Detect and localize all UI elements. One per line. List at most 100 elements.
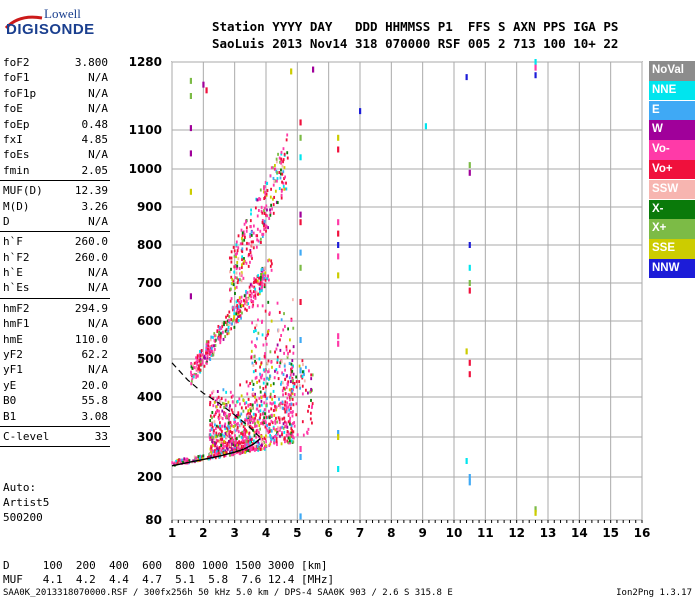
- echo-mark: [284, 324, 286, 328]
- echo-mark: [231, 453, 234, 457]
- echo-column-mark: [337, 466, 340, 472]
- echo-mark: [251, 256, 253, 260]
- topside-profile-curve: [171, 362, 261, 438]
- echo-mark: [258, 197, 261, 201]
- echo-mark: [242, 448, 245, 452]
- echo-mark: [263, 206, 266, 210]
- echo-mark: [213, 437, 215, 441]
- y-tick-label: 1000: [129, 162, 162, 176]
- echo-mark: [217, 331, 220, 335]
- echo-mark: [233, 254, 236, 258]
- echo-mark: [239, 383, 242, 387]
- echo-mark: [210, 346, 213, 350]
- echo-column-mark: [534, 59, 537, 65]
- param-row: B0 55.8: [0, 393, 112, 408]
- echo-mark: [208, 435, 211, 439]
- echo-mark: [269, 211, 272, 215]
- echo-mark: [252, 392, 255, 396]
- echo-column-mark: [189, 125, 192, 132]
- echo-mark: [284, 392, 287, 396]
- echo-mark: [246, 447, 249, 451]
- echo-mark: [209, 400, 212, 404]
- echo-mark: [284, 410, 287, 414]
- density-profile-curve: [171, 438, 261, 467]
- legend-item: NNW: [649, 258, 695, 279]
- echo-mark: [272, 197, 274, 201]
- echo-mark: [272, 436, 275, 440]
- echo-mark: [259, 188, 262, 192]
- echo-mark: [270, 407, 273, 411]
- echo-mark: [247, 264, 250, 268]
- echo-mark: [307, 427, 310, 431]
- echo-mark: [219, 438, 222, 442]
- echo-mark: [240, 316, 242, 320]
- echo-mark: [256, 234, 259, 238]
- echo-mark: [212, 389, 215, 393]
- echo-mark: [231, 394, 234, 398]
- echo-mark: [227, 331, 230, 335]
- echo-mark: [276, 432, 279, 436]
- echo-mark: [215, 453, 218, 457]
- echo-mark: [295, 385, 298, 389]
- y-tick-label: 500: [137, 352, 162, 366]
- echo-mark: [228, 320, 231, 324]
- echo-mark: [283, 351, 285, 355]
- echo-mark: [221, 424, 224, 428]
- echo-mark: [261, 277, 264, 281]
- echo-mark: [267, 278, 270, 282]
- echo-mark: [252, 406, 254, 410]
- echo-mark: [273, 438, 276, 442]
- echo-mark: [244, 439, 247, 443]
- echo-mark: [260, 421, 262, 425]
- echo-mark: [236, 304, 239, 308]
- echo-mark: [267, 274, 269, 278]
- echo-mark: [279, 416, 281, 420]
- echo-mark: [250, 418, 252, 422]
- echo-mark: [231, 400, 234, 404]
- echo-mark: [202, 454, 205, 458]
- echo-mark: [252, 303, 255, 307]
- echo-mark: [250, 445, 253, 449]
- echo-mark: [174, 462, 177, 466]
- echo-mark: [286, 156, 289, 160]
- echo-mark: [226, 426, 229, 430]
- echo-mark: [215, 441, 218, 445]
- echo-mark: [242, 276, 245, 280]
- echo-mark: [232, 306, 235, 310]
- echo-mark: [240, 406, 243, 410]
- echo-mark: [227, 416, 230, 420]
- echo-mark: [229, 434, 232, 438]
- echo-mark: [240, 440, 243, 444]
- echo-mark: [213, 332, 216, 336]
- echo-mark: [247, 302, 249, 306]
- echo-mark: [268, 444, 271, 448]
- echo-mark: [212, 335, 214, 339]
- echo-mark: [230, 440, 233, 444]
- echo-mark: [263, 401, 266, 405]
- echo-mark: [260, 395, 263, 399]
- echo-mark: [196, 362, 199, 366]
- echo-column-mark: [468, 287, 471, 294]
- echo-mark: [280, 196, 283, 200]
- echo-mark: [229, 430, 232, 434]
- echo-mark: [244, 307, 247, 311]
- echo-mark: [265, 229, 267, 233]
- echo-mark: [235, 285, 238, 289]
- echo-mark: [247, 449, 250, 453]
- echo-mark: [217, 395, 220, 399]
- echo-mark: [289, 441, 291, 445]
- logo-bottom-text: DIGISONDE: [6, 21, 95, 38]
- echo-mark: [260, 272, 263, 276]
- echo-mark: [275, 179, 278, 183]
- echo-mark: [278, 397, 280, 401]
- echo-mark: [290, 367, 292, 371]
- echo-mark: [266, 277, 269, 281]
- param-row: fmin 2.05: [0, 163, 112, 178]
- echo-mark: [263, 354, 266, 358]
- echo-mark: [259, 413, 262, 417]
- echo-mark: [253, 395, 256, 399]
- echo-mark: [284, 377, 287, 381]
- echo-mark: [210, 446, 213, 450]
- echo-mark: [255, 280, 258, 284]
- param-row: D N/A: [0, 214, 112, 229]
